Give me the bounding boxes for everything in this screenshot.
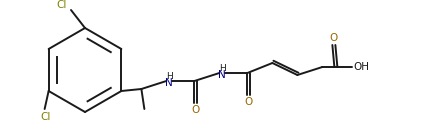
Text: N: N <box>165 78 173 88</box>
Text: H: H <box>166 72 173 81</box>
Text: O: O <box>244 97 253 107</box>
Text: OH: OH <box>354 62 369 72</box>
Text: H: H <box>219 64 226 72</box>
Text: Cl: Cl <box>40 112 51 122</box>
Text: O: O <box>191 105 199 115</box>
Text: O: O <box>329 33 337 43</box>
Text: N: N <box>219 70 226 80</box>
Text: Cl: Cl <box>57 0 67 10</box>
